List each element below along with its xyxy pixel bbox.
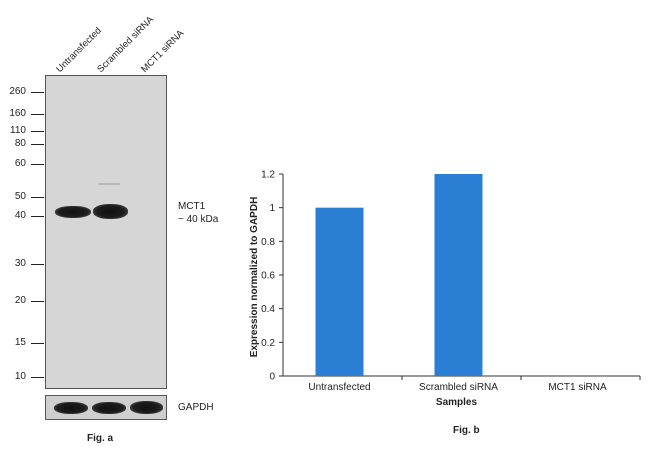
mw-tick xyxy=(31,197,44,198)
mw-marker-260: 260 xyxy=(9,86,26,97)
mw-tick xyxy=(31,92,44,93)
x-category-label: MCT1 siRNA xyxy=(548,382,607,393)
y-tick-label: 1 xyxy=(269,203,275,214)
bar-scrambled-sirna xyxy=(434,174,483,376)
mw-tick xyxy=(31,144,44,145)
control-label-gapdh: GAPDH xyxy=(178,402,214,413)
bar-untransfected xyxy=(315,207,364,376)
x-category-label: Scrambled siRNA xyxy=(419,382,498,393)
mw-marker-40: 40 xyxy=(14,210,26,221)
mw-tick xyxy=(31,301,44,302)
target-label-mct1: MCT1 xyxy=(178,201,206,212)
gapdh-blot-image xyxy=(45,395,167,420)
target-label-size: ~ 40 kDa xyxy=(178,214,219,225)
y-tick-label: 0 xyxy=(269,372,275,383)
mw-tick xyxy=(31,377,44,378)
mw-marker-60: 60 xyxy=(14,158,26,169)
gapdh-band-mct1-sirna xyxy=(130,401,163,414)
y-tick-label: 0.8 xyxy=(261,237,275,248)
mw-marker-110: 110 xyxy=(10,125,26,136)
y-axis-title: Expression normalized to GAPDH xyxy=(249,197,260,358)
mw-tick xyxy=(31,343,44,344)
mct1-band-untransfected xyxy=(55,206,91,218)
y-tick-label: 0.6 xyxy=(261,271,275,282)
mw-marker-10: 10 xyxy=(14,371,26,382)
x-axis-title: Samples xyxy=(436,397,478,408)
mct1-band-scrambled-sirna xyxy=(93,204,128,219)
faint-band xyxy=(98,183,120,185)
figure-a-caption: Fig. a xyxy=(87,433,114,444)
mw-marker-20: 20 xyxy=(14,295,26,306)
gapdh-band-scrambled-sirna xyxy=(92,402,126,414)
y-tick-label: 0.2 xyxy=(261,338,275,349)
mw-tick xyxy=(31,131,44,132)
mw-marker-80: 80 xyxy=(14,138,26,149)
mw-tick xyxy=(31,114,44,115)
figure-b-caption: Fig. b xyxy=(453,425,480,436)
gapdh-band-untransfected xyxy=(54,402,88,414)
mw-marker-160: 160 xyxy=(9,108,26,119)
mct1-blot-image xyxy=(45,75,167,389)
mw-tick xyxy=(31,216,44,217)
y-tick-label: 0.4 xyxy=(261,304,275,315)
mw-tick xyxy=(31,164,44,165)
mw-tick xyxy=(31,264,44,265)
x-category-label: Untransfected xyxy=(308,382,370,393)
mw-marker-15: 15 xyxy=(14,337,26,348)
mw-marker-30: 30 xyxy=(14,258,26,269)
y-tick-label: 1.2 xyxy=(261,170,275,181)
mw-marker-50: 50 xyxy=(14,191,26,202)
